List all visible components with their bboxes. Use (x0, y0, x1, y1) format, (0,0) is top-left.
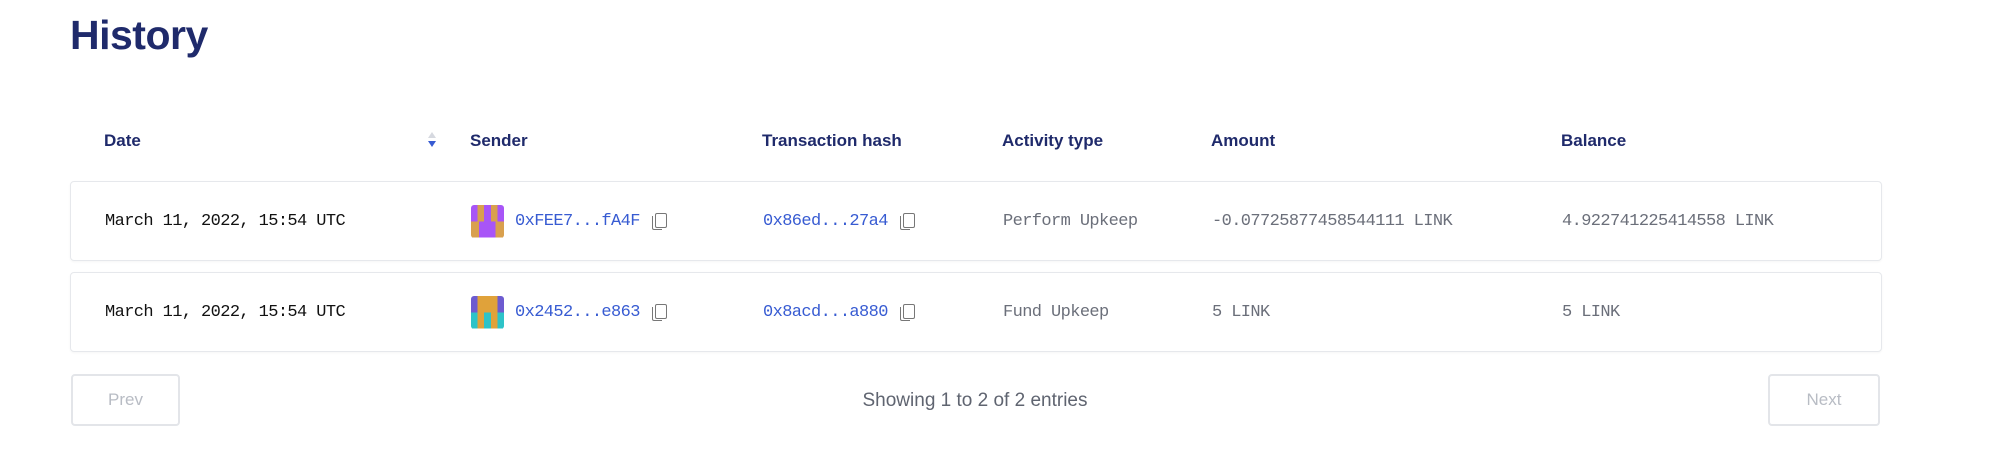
copy-icon[interactable] (899, 304, 915, 321)
date-cell: March 11, 2022, 15:54 UTC (105, 302, 346, 322)
column-header-balance: Balance (1561, 131, 1627, 150)
copy-icon[interactable] (899, 213, 915, 230)
amount-cell: 5 LINK (1212, 302, 1270, 322)
balance-cell: 5 LINK (1562, 302, 1620, 322)
date-cell: March 11, 2022, 15:54 UTC (105, 211, 346, 231)
transaction-hash-link[interactable]: 0x86ed...27a4 (763, 211, 888, 231)
page-title: History (70, 12, 208, 58)
sort-descending-icon[interactable] (426, 130, 438, 150)
prev-button[interactable]: Prev (71, 374, 180, 426)
activity-type-cell: Perform Upkeep (1003, 211, 1138, 231)
copy-icon[interactable] (651, 213, 667, 230)
column-header-sender: Sender (470, 131, 528, 150)
balance-cell: 4.922741225414558 LINK (1562, 211, 1774, 231)
sender-address-link[interactable]: 0xFEE7...fA4F (515, 211, 640, 231)
transaction-hash-link[interactable]: 0x8acd...a880 (763, 302, 888, 322)
table-row: March 11, 2022, 15:54 UTC 0x2452...e863 … (70, 272, 1882, 352)
copy-icon[interactable] (651, 304, 667, 321)
column-header-amount: Amount (1211, 131, 1276, 150)
next-button[interactable]: Next (1768, 374, 1880, 426)
table-row: March 11, 2022, 15:54 UTC 0xFEE7...fA4F … (70, 181, 1882, 261)
column-header-activity-type: Activity type (1002, 131, 1104, 150)
column-header-date[interactable]: Date (104, 131, 141, 150)
amount-cell: -0.07725877458544111 LINK (1212, 211, 1453, 231)
pagination-status: Showing 1 to 2 of 2 entries (862, 390, 1088, 411)
sender-avatar (471, 204, 504, 238)
column-header-transaction-hash: Transaction hash (762, 131, 902, 150)
sender-avatar (471, 295, 504, 329)
activity-type-cell: Fund Upkeep (1003, 302, 1109, 322)
sender-address-link[interactable]: 0x2452...e863 (515, 302, 640, 322)
